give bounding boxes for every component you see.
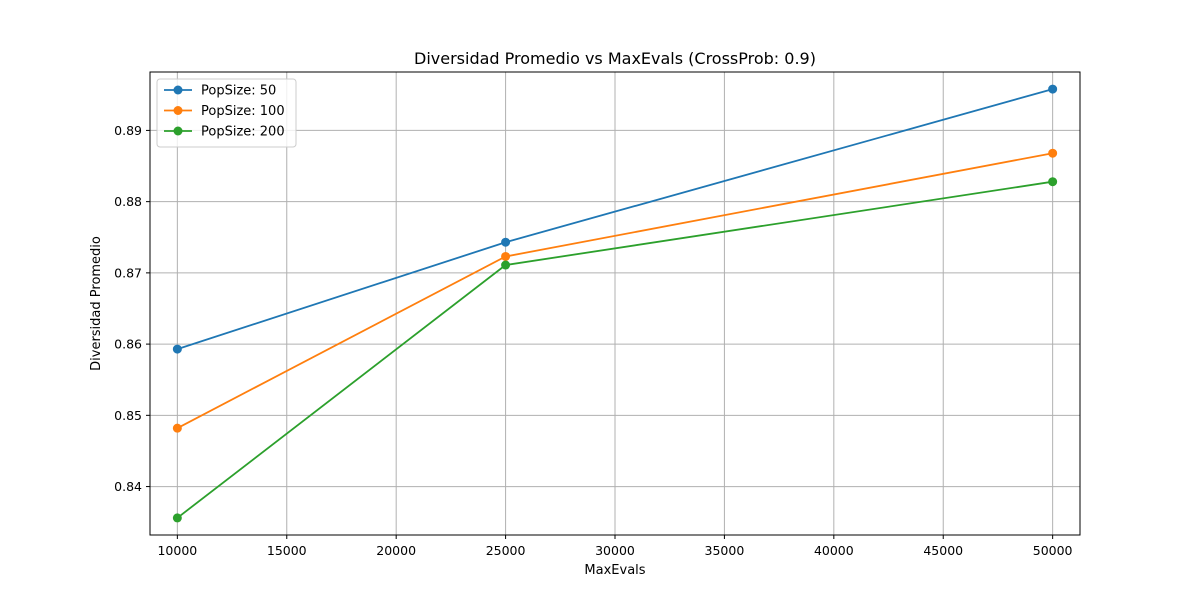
data-point bbox=[1048, 177, 1058, 187]
y-axis: 0.84 0.85 0.86 0.87 0.88 0.89 bbox=[114, 123, 150, 494]
data-point bbox=[501, 260, 511, 270]
x-tick-label: 10000 bbox=[157, 543, 197, 558]
data-point bbox=[172, 423, 182, 433]
y-tick-label: 0.85 bbox=[114, 408, 142, 423]
x-tick-label: 40000 bbox=[814, 543, 854, 558]
data-point bbox=[172, 344, 182, 354]
legend-label: PopSize: 100 bbox=[201, 104, 285, 119]
x-tick-label: 15000 bbox=[267, 543, 307, 558]
data-point bbox=[172, 513, 182, 523]
data-point bbox=[1048, 148, 1058, 158]
legend-label: PopSize: 50 bbox=[201, 84, 276, 99]
legend-box bbox=[156, 78, 297, 148]
y-tick-label: 0.87 bbox=[114, 265, 142, 280]
y-tick-label: 0.84 bbox=[114, 479, 142, 494]
legend-marker bbox=[173, 126, 183, 136]
x-tick-label: 25000 bbox=[486, 543, 526, 558]
data-point bbox=[501, 237, 511, 247]
chart-title: Diversidad Promedio vs MaxEvals (CrossPr… bbox=[414, 49, 816, 68]
legend-marker bbox=[173, 85, 183, 95]
data-point bbox=[1048, 84, 1058, 94]
x-tick-label: 30000 bbox=[595, 543, 635, 558]
legend-marker bbox=[173, 106, 183, 115]
x-tick-label: 20000 bbox=[376, 543, 416, 558]
x-tick-label: 45000 bbox=[923, 543, 963, 558]
y-axis-label: Diversidad Promedio bbox=[89, 236, 104, 371]
y-tick-label: 0.89 bbox=[114, 123, 142, 138]
x-tick-label: 35000 bbox=[705, 543, 745, 558]
series-markers bbox=[172, 84, 1058, 523]
x-axis-label: MaxEvals bbox=[584, 563, 645, 578]
legend-label: PopSize: 200 bbox=[201, 125, 285, 140]
x-tick-label: 50000 bbox=[1033, 543, 1073, 558]
y-tick-label: 0.86 bbox=[114, 337, 142, 352]
data-point bbox=[501, 251, 511, 261]
x-axis: 10000 15000 20000 25000 30000 35000 40000 45000… bbox=[157, 535, 1073, 558]
y-tick-label: 0.88 bbox=[114, 194, 142, 209]
legend: PopSize: 50 PopSize: 100 PopSize: 200 bbox=[156, 78, 297, 148]
